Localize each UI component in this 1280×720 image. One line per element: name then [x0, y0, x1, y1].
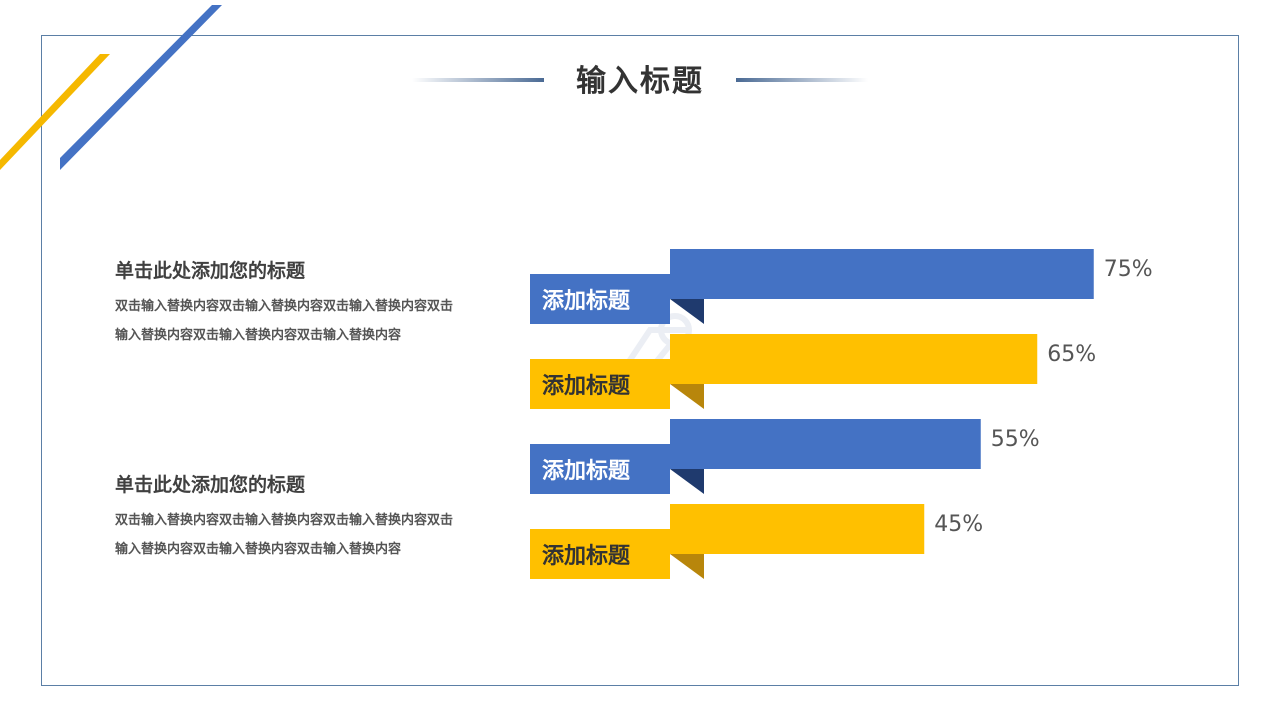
- slide-title: 输入标题: [576, 64, 704, 99]
- block-heading: 单击此处添加您的标题: [115, 474, 306, 496]
- block-body: 双击输入替换内容双击输入替换内容双击输入替换内容双击输入替换内容双击输入替换内容…: [115, 299, 454, 343]
- category-label: 添加标题: [542, 288, 631, 314]
- category-label: 添加标题: [542, 458, 631, 484]
- bar-fold: [670, 384, 704, 409]
- slide-frame: [41, 35, 1239, 686]
- value-label: 45%: [934, 512, 983, 537]
- category-label: 添加标题: [542, 373, 631, 399]
- value-label: 65%: [1047, 342, 1096, 367]
- bar: [670, 504, 925, 554]
- block-heading: 单击此处添加您的标题: [115, 260, 306, 282]
- title-rule-left: [412, 78, 544, 82]
- bar: [670, 334, 1038, 384]
- bar-group: 添加标题 55%: [530, 419, 1040, 494]
- blue-stripe: [60, 5, 222, 170]
- text-block-1: 单击此处添加您的标题 双击输入替换内容双击输入替换内容双击输入替换内容双击输入替…: [115, 258, 460, 350]
- title-area: 输入标题: [0, 58, 1280, 106]
- value-label: 75%: [1104, 257, 1153, 282]
- category-tag: [530, 359, 670, 409]
- bar-fold: [670, 299, 704, 324]
- bar-fold: [670, 554, 704, 579]
- category-label: 添加标题: [542, 543, 631, 569]
- bar-group: 添加标题 65%: [530, 334, 1096, 409]
- bar-group: 添加标题 75%: [530, 249, 1153, 324]
- bar: [670, 249, 1094, 299]
- category-tag: [530, 274, 670, 324]
- category-tag: [530, 529, 670, 579]
- bar-group: 添加标题 45%: [530, 504, 983, 579]
- corner-stripes-decoration: [0, 5, 222, 170]
- yellow-stripe: [0, 54, 110, 170]
- category-tag: [530, 444, 670, 494]
- bar: [670, 419, 981, 469]
- value-label: 55%: [991, 427, 1040, 452]
- block-body: 双击输入替换内容双击输入替换内容双击输入替换内容双击输入替换内容双击输入替换内容…: [115, 513, 454, 557]
- bar-fold: [670, 469, 704, 494]
- title-rule-right: [736, 78, 868, 82]
- text-block-2: 单击此处添加您的标题 双击输入替换内容双击输入替换内容双击输入替换内容双击输入替…: [115, 472, 460, 564]
